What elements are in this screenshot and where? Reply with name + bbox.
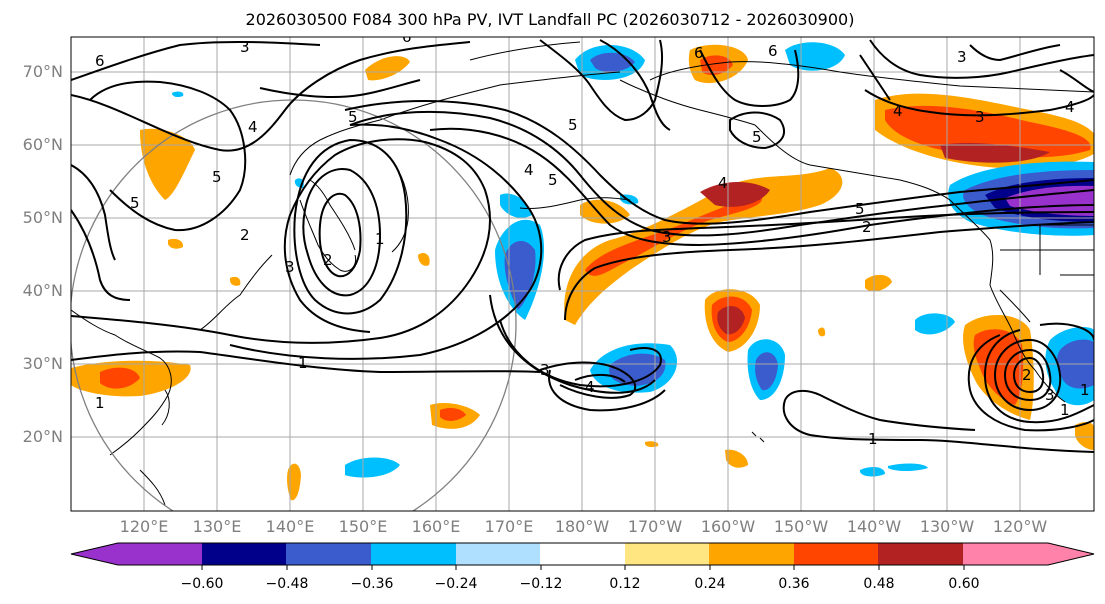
lon-label: 120°W: [992, 517, 1048, 536]
colorbar-tick-label: −0.24: [434, 576, 478, 592]
lon-label: 170°E: [484, 517, 534, 536]
contour-label: 3: [1045, 386, 1055, 404]
contour-label-group: 6 3 5 6 4 5 3 2 1 5 4 3 1 5 2 4 6 5 4 3 …: [95, 28, 1090, 448]
pv-contours: [71, 39, 1094, 453]
contour-label: 2: [1022, 366, 1032, 384]
lat-label: 40°N: [22, 281, 63, 300]
contour-label: 4: [248, 118, 258, 136]
lon-label: 180°W: [554, 517, 610, 536]
colorbar-tick-label: 0.60: [948, 576, 980, 592]
map-title: 2026030500 F084 300 hPa PV, IVT Landfall…: [245, 10, 855, 29]
contour-label: 5: [752, 128, 762, 146]
lon-label: 140°W: [846, 517, 902, 536]
colorbar-tick-label: 0.24: [694, 576, 726, 592]
contour-label: 3: [540, 361, 550, 379]
map-frame: [70, 36, 1095, 512]
contour-label: 6: [768, 42, 778, 60]
contour-label: 2: [862, 218, 872, 236]
contour-label: 1: [1080, 381, 1090, 399]
contour-label: 4: [585, 378, 595, 396]
lon-label: 140°E: [265, 517, 315, 536]
contour-label: 6: [95, 52, 105, 70]
contour-label: 5: [548, 171, 558, 189]
lon-label: 120°E: [119, 517, 169, 536]
contour-label: 3: [662, 228, 672, 246]
contour-label: 5: [130, 194, 140, 212]
lon-label: 170°W: [627, 517, 683, 536]
colorbar-tick-label: −0.60: [180, 576, 224, 592]
contour-label: 6: [402, 28, 412, 46]
lon-label: 160°W: [700, 517, 756, 536]
colorbar: [70, 542, 1095, 570]
contour-label: 1: [868, 430, 878, 448]
colorbar-tick-label: 0.12: [609, 576, 641, 592]
contour-label: 1: [298, 354, 308, 372]
lat-label: 60°N: [22, 135, 63, 154]
contour-label: 3: [285, 258, 295, 276]
lat-label: 70°N: [22, 62, 63, 81]
contour-label: 4: [524, 161, 534, 179]
colorbar-tick-label: −0.12: [519, 576, 563, 592]
lat-label: 30°N: [22, 354, 63, 373]
colorbar-extend-left: [71, 543, 118, 565]
contour-label: 2: [240, 226, 250, 244]
contour-label: 5: [212, 168, 222, 186]
colorbar-tick-label: 0.36: [778, 576, 810, 592]
lon-label: 130°W: [919, 517, 975, 536]
contour-label: 2: [323, 251, 333, 269]
shaded-anomalies: [71, 42, 1094, 501]
contour-label: 5: [568, 116, 578, 134]
contour-label: 5: [348, 108, 358, 126]
contour-label: 6: [694, 44, 704, 62]
lon-label: 150°E: [338, 517, 388, 536]
contour-label: 4: [1065, 98, 1075, 116]
contour-label: 5: [855, 200, 865, 218]
contour-label: 1: [1060, 401, 1070, 419]
positive-anomaly-band: [564, 168, 843, 325]
contour-label: 1: [375, 230, 385, 248]
contour-label: 3: [240, 38, 250, 56]
lon-label: 160°E: [411, 517, 461, 536]
contour-label: 1: [95, 394, 105, 412]
colorbar-tick-label: −0.36: [350, 576, 394, 592]
contour-label: 3: [957, 48, 967, 66]
colorbar-tick-label: 0.48: [863, 576, 895, 592]
lon-label: 130°E: [192, 517, 242, 536]
colorbar-tick-label: −0.48: [265, 576, 309, 592]
lat-label: 20°N: [22, 427, 63, 446]
lat-label: 50°N: [22, 208, 63, 227]
colorbar-extend-right: [1048, 543, 1094, 565]
map-area: 6 3 5 6 4 5 3 2 1 5 4 3 1 5 2 4 6 5 4 3 …: [71, 28, 1094, 511]
contour-label: 3: [975, 108, 985, 126]
lon-label: 150°W: [773, 517, 829, 536]
contour-label: 4: [718, 174, 728, 192]
contour-label: 4: [893, 102, 903, 120]
